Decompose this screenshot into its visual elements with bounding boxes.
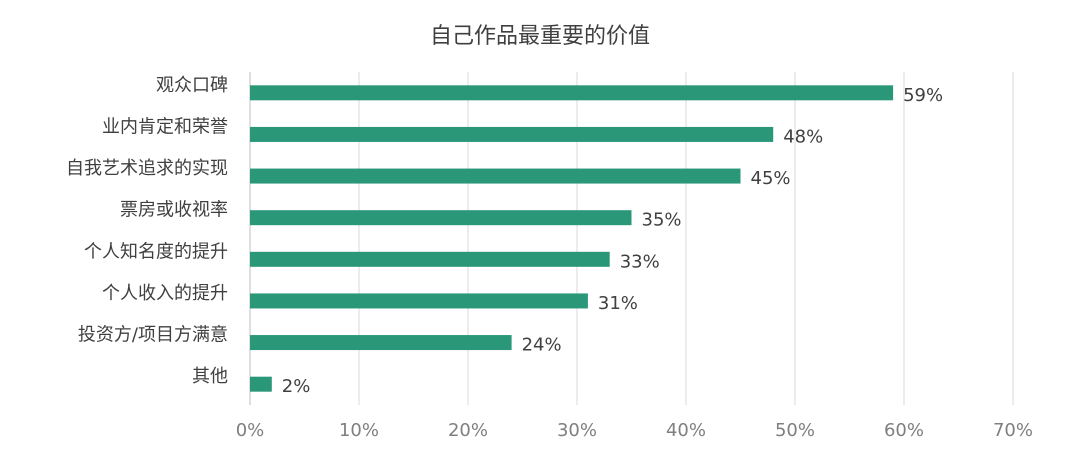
value-label: 59% [903, 85, 943, 106]
x-tick-label: 0% [236, 420, 265, 441]
x-tick-label: 10% [339, 420, 379, 441]
value-label: 35% [642, 210, 682, 231]
bar [250, 335, 512, 351]
bar [250, 376, 272, 392]
x-tick-label: 20% [448, 420, 488, 441]
x-tick-label: 30% [557, 420, 597, 441]
bar [250, 251, 610, 267]
category-label: 业内肯定和荣誉 [102, 116, 228, 137]
category-label: 个人收入的提升 [102, 283, 228, 304]
value-label: 45% [751, 168, 791, 189]
category-label: 观众口碑 [156, 75, 228, 96]
bar [250, 126, 774, 142]
value-label: 2% [282, 376, 311, 397]
chart-title: 自己作品最重要的价值 [429, 24, 650, 49]
value-label: 24% [522, 335, 562, 356]
category-label: 投资方/项目方满意 [78, 325, 228, 346]
value-label: 33% [620, 251, 660, 272]
x-tick-label: 60% [884, 420, 924, 441]
category-label: 自我艺术追求的实现 [66, 158, 228, 179]
bar [250, 293, 588, 309]
bar [250, 85, 894, 101]
bar [250, 210, 632, 226]
x-tick-label: 50% [775, 420, 815, 441]
category-label: 个人知名度的提升 [84, 241, 228, 262]
value-label: 48% [783, 126, 823, 147]
bar [250, 168, 741, 184]
category-label: 其他 [192, 366, 228, 387]
x-tick-label: 40% [666, 420, 706, 441]
x-tick-label: 70% [993, 420, 1033, 441]
value-label: 31% [598, 293, 638, 314]
category-label: 票房或收视率 [120, 200, 228, 221]
